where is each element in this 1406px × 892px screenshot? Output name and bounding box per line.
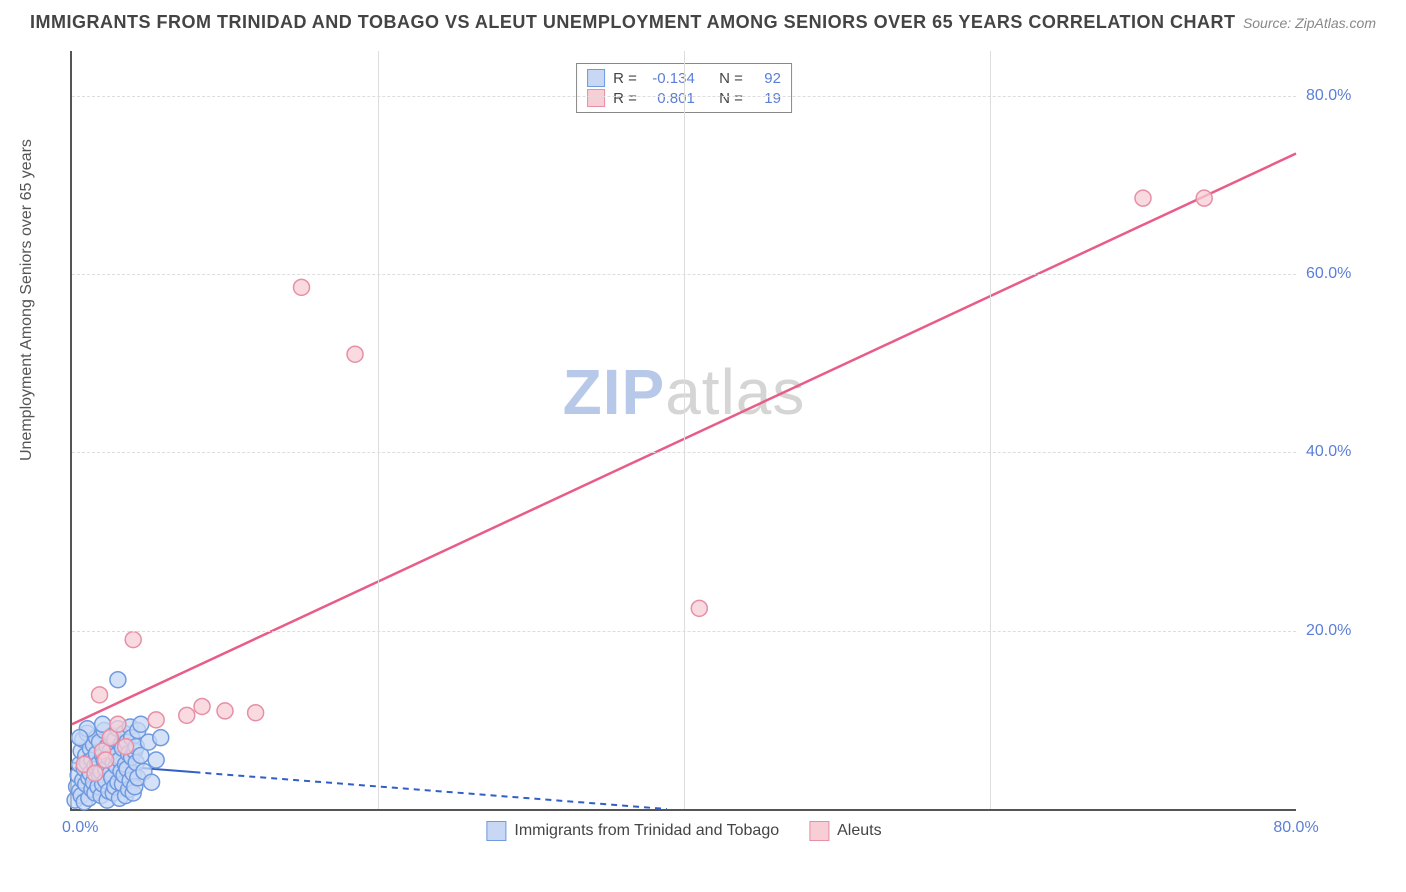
data-point — [248, 705, 264, 721]
stat-r-label: R = — [613, 90, 637, 107]
data-point — [133, 716, 149, 732]
data-point — [110, 716, 126, 732]
stat-r-value: 0.801 — [645, 90, 695, 107]
legend-label: Aleuts — [837, 822, 881, 840]
data-point — [148, 752, 164, 768]
vgrid-line — [378, 51, 379, 809]
data-point — [87, 765, 103, 781]
legend-item: Immigrants from Trinidad and Tobago — [486, 821, 779, 841]
data-point — [1135, 190, 1151, 206]
series-legend: Immigrants from Trinidad and Tobago Aleut… — [486, 821, 881, 841]
data-point — [347, 346, 363, 362]
regression-line-dashed — [194, 772, 666, 809]
data-point — [153, 730, 169, 746]
stat-r-value: -0.134 — [645, 70, 695, 87]
y-axis-label: Unemployment Among Seniors over 65 years — [18, 139, 36, 461]
data-point — [691, 600, 707, 616]
data-point — [194, 698, 210, 714]
chart-container: IMMIGRANTS FROM TRINIDAD AND TOBAGO VS A… — [0, 0, 1406, 892]
vgrid-line — [684, 51, 685, 809]
data-point — [118, 739, 134, 755]
data-point — [110, 672, 126, 688]
stat-r-label: R = — [613, 70, 637, 87]
legend-swatch — [587, 69, 605, 87]
y-tick-label: 20.0% — [1306, 622, 1366, 640]
vgrid-line — [990, 51, 991, 809]
y-tick-label: 60.0% — [1306, 265, 1366, 283]
data-point — [179, 707, 195, 723]
data-point — [1196, 190, 1212, 206]
data-point — [72, 730, 88, 746]
source-attribution: Source: ZipAtlas.com — [1243, 15, 1376, 31]
x-origin-tick: 0.0% — [62, 819, 98, 837]
header-row: IMMIGRANTS FROM TRINIDAD AND TOBAGO VS A… — [20, 12, 1386, 41]
legend-label: Immigrants from Trinidad and Tobago — [514, 822, 779, 840]
stat-n-value: 19 — [751, 90, 781, 107]
data-point — [98, 752, 114, 768]
stat-n-value: 92 — [751, 70, 781, 87]
x-axis-max-label: 80.0% — [1273, 819, 1318, 837]
plot-area: ZIPatlas R =-0.134 N =92R =0.801 N =19 0… — [70, 51, 1296, 811]
legend-item: Aleuts — [809, 821, 881, 841]
data-point — [148, 712, 164, 728]
legend-swatch — [486, 821, 506, 841]
chart-area: Unemployment Among Seniors over 65 years… — [20, 41, 1386, 861]
data-point — [294, 279, 310, 295]
legend-swatch — [809, 821, 829, 841]
data-point — [125, 632, 141, 648]
data-point — [217, 703, 233, 719]
legend-swatch — [587, 89, 605, 107]
data-point — [144, 774, 160, 790]
stat-n-label: N = — [719, 90, 743, 107]
y-tick-label: 40.0% — [1306, 443, 1366, 461]
y-tick-label: 80.0% — [1306, 87, 1366, 105]
stat-n-label: N = — [719, 70, 743, 87]
chart-title: IMMIGRANTS FROM TRINIDAD AND TOBAGO VS A… — [30, 12, 1236, 33]
data-point — [92, 687, 108, 703]
